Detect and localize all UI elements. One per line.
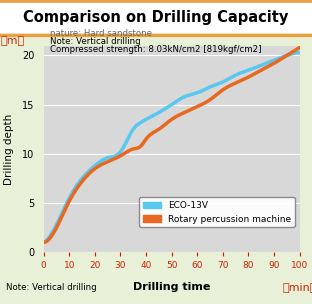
Rotary percussion machine	[194, 105, 198, 109]
Line: ECO-13V: ECO-13V	[44, 53, 300, 243]
Text: Note: Vertical drilling: Note: Vertical drilling	[6, 283, 97, 292]
Text: Drilling time: Drilling time	[133, 282, 210, 292]
Text: Drilling depth: Drilling depth	[4, 113, 14, 185]
ECO-13V	[274, 58, 277, 61]
Rotary percussion machine	[257, 69, 261, 73]
FancyBboxPatch shape	[0, 1, 312, 35]
Rotary percussion machine	[193, 106, 197, 109]
ECO-13V	[42, 241, 46, 244]
ECO-13V	[194, 92, 198, 95]
Text: nature: Hard sandstone: nature: Hard sandstone	[50, 29, 152, 38]
Rotary percussion machine	[298, 46, 301, 49]
Legend: ECO-13V, Rotary percussion machine: ECO-13V, Rotary percussion machine	[139, 197, 295, 227]
Text: Compressed strength: 8.03kN/cm2 [819kgf/cm2]: Compressed strength: 8.03kN/cm2 [819kgf/…	[50, 45, 261, 54]
ECO-13V	[298, 51, 301, 54]
Line: Rotary percussion machine: Rotary percussion machine	[44, 47, 300, 243]
Rotary percussion machine	[198, 103, 202, 107]
Rotary percussion machine	[274, 60, 277, 64]
ECO-13V	[257, 64, 261, 68]
Text: （min）: （min）	[282, 282, 312, 292]
Text: Comparison on Drilling Capacity: Comparison on Drilling Capacity	[23, 10, 289, 25]
ECO-13V	[198, 90, 202, 93]
Rotary percussion machine	[43, 240, 46, 244]
ECO-13V	[193, 92, 197, 95]
Rotary percussion machine	[42, 241, 46, 244]
ECO-13V	[43, 240, 46, 244]
Text: Note: Vertical drilling: Note: Vertical drilling	[50, 37, 140, 46]
Text: （m）: （m）	[0, 36, 25, 46]
